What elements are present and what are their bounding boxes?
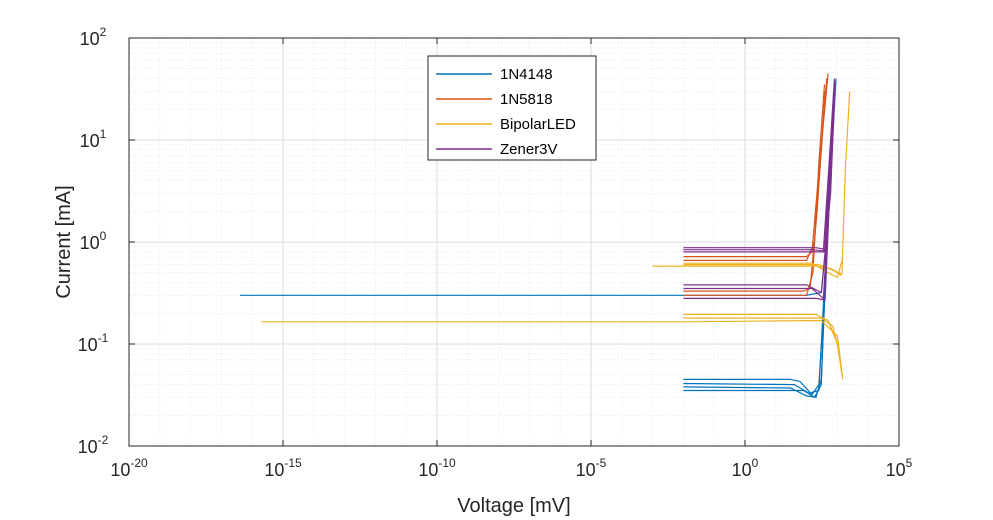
x-tick-exponent: -15 <box>284 456 302 470</box>
x-tick-base: 10 <box>886 460 906 480</box>
series-line <box>683 317 841 355</box>
x-tick-base: 10 <box>264 460 284 480</box>
legend-label: 1N4148 <box>500 66 553 83</box>
y-tick-exponent: 2 <box>100 25 107 39</box>
series-bipolarled <box>261 91 851 380</box>
y-tick-label: 10-2 <box>78 433 109 457</box>
series-layer <box>239 73 851 398</box>
y-axis-label: Current [mA] <box>53 185 75 298</box>
series-line <box>652 91 851 276</box>
x-tick-label: 10-10 <box>418 456 456 480</box>
series-line <box>683 84 835 301</box>
y-tick-exponent: 1 <box>100 127 107 141</box>
x-tick-label: 10-20 <box>110 456 148 480</box>
legend-label: Zener3V <box>500 141 558 158</box>
series-line <box>683 84 826 296</box>
y-tick-base: 10 <box>78 437 98 457</box>
legend: 1N4148 1N5818 BipolarLED Zener3V <box>427 55 597 161</box>
y-tick-exponent: 0 <box>100 229 107 243</box>
legend-label: 1N5818 <box>500 91 553 108</box>
y-tick-base: 10 <box>80 131 100 151</box>
x-tick-exponent: -5 <box>596 456 607 470</box>
ticks <box>128 37 900 447</box>
y-tick-label: 102 <box>80 25 107 49</box>
x-tick-base: 10 <box>418 460 438 480</box>
y-tick-label: 10-1 <box>78 331 109 355</box>
y-tick-exponent: -1 <box>98 331 109 345</box>
series-line <box>683 91 835 253</box>
x-tick-exponent: -10 <box>438 456 456 470</box>
series-line <box>683 313 843 375</box>
y-tick-label: 100 <box>80 229 107 253</box>
x-tick-exponent: -20 <box>130 456 148 470</box>
x-tick-exponent: 0 <box>752 456 759 470</box>
legend-label: BipolarLED <box>500 116 576 133</box>
x-tick-exponent: 5 <box>906 456 913 470</box>
x-tick-base: 10 <box>110 460 130 480</box>
y-tick-base: 10 <box>80 29 100 49</box>
series-zener3v <box>683 78 836 301</box>
y-tick-base: 10 <box>78 335 98 355</box>
x-tick-label: 105 <box>886 456 913 480</box>
x-tick-base: 10 <box>576 460 596 480</box>
x-tick-label: 10-15 <box>264 456 302 480</box>
y-tick-label: 101 <box>80 127 107 151</box>
x-tick-base: 10 <box>732 460 752 480</box>
tick-labels: 10-20 10-15 10-10 10-5 100 10510-210-11001011… <box>78 25 913 480</box>
x-axis-label: Voltage [mV] <box>457 495 570 517</box>
series-line <box>683 257 844 278</box>
x-tick-label: 10-5 <box>576 456 607 480</box>
y-tick-base: 10 <box>80 233 100 253</box>
y-tick-exponent: -2 <box>98 433 109 447</box>
x-tick-label: 100 <box>732 456 759 480</box>
